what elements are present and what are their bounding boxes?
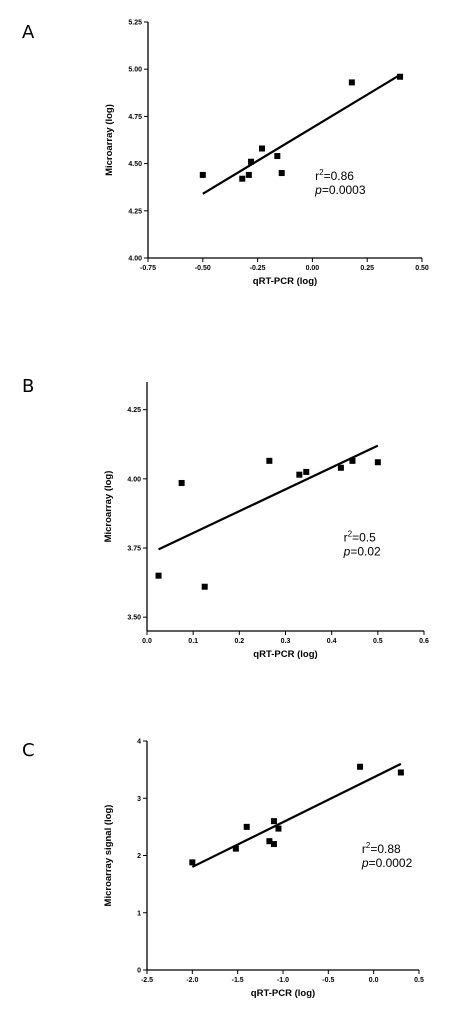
x-axis-title: qRT-PCR (log) — [253, 649, 317, 660]
x-axis-title: qRT-PCR (log) — [253, 276, 317, 287]
x-tick-label: 0.4 — [327, 638, 337, 645]
data-point — [349, 457, 356, 464]
data-point — [275, 825, 282, 832]
data-point — [374, 459, 381, 466]
x-tick-label: 0.6 — [419, 638, 429, 645]
r-squared-label: r2=0.5 — [344, 529, 376, 544]
data-point — [178, 479, 185, 486]
data-point — [232, 845, 239, 852]
x-tick-label: 0.00 — [306, 265, 320, 272]
p-value-label: p=0.0002 — [361, 856, 413, 870]
data-point — [201, 583, 208, 590]
x-tick-label: 0.5 — [373, 638, 383, 645]
y-tick-label: 4.25 — [128, 208, 142, 215]
data-point — [270, 841, 277, 848]
regression-line — [158, 444, 379, 551]
panel-letter-b: B — [22, 376, 35, 397]
r-squared-label: r2=0.86 — [315, 168, 354, 183]
y-tick-label: 4.75 — [128, 114, 142, 121]
y-tick-label: 2 — [137, 853, 141, 860]
x-tick-label: -0.5 — [322, 977, 334, 984]
data-point — [155, 572, 162, 579]
y-axis-title: Microarray signal (log) — [103, 805, 114, 907]
x-tick-label: 0.0 — [369, 977, 379, 984]
data-point — [397, 73, 404, 80]
data-point — [189, 859, 196, 866]
y-tick-label: 4.00 — [128, 256, 142, 263]
y-tick-label: 3.75 — [127, 546, 141, 553]
panel-letter-c: C — [22, 740, 35, 761]
regression-line — [202, 73, 401, 195]
x-tick-label: 0.1 — [188, 638, 198, 645]
data-point — [239, 175, 246, 182]
data-point — [274, 153, 281, 160]
data-point — [266, 838, 273, 845]
x-tick-label: 0.2 — [234, 638, 244, 645]
y-axis-title: Microarray (log) — [103, 471, 114, 543]
scatter-chart-a: -0.75 -0.50 -0.25 0.00 0.25 0.50 4.00 4.25 4.50 4… — [104, 20, 429, 288]
data-point — [258, 145, 265, 152]
data-point — [248, 158, 255, 165]
x-tick-label: -1.5 — [232, 977, 244, 984]
y-tick-label: 5.25 — [128, 20, 142, 27]
x-tick-label: -0.75 — [140, 265, 156, 272]
x-tick-label: -0.25 — [250, 265, 266, 272]
y-tick-label: 1 — [137, 910, 141, 917]
x-tick-label: -1.0 — [277, 977, 289, 984]
panel-letter-a: A — [22, 22, 35, 43]
y-tick-label: 3 — [137, 796, 141, 803]
y-tick-label: 0 — [137, 968, 141, 975]
x-axis-title: qRT-PCR (log) — [251, 988, 315, 999]
data-point — [243, 823, 250, 830]
data-point — [245, 171, 252, 178]
data-point — [270, 818, 277, 825]
x-tick-label: 0.5 — [414, 977, 424, 984]
x-tick-label: -0.50 — [195, 265, 211, 272]
data-point — [278, 170, 285, 177]
y-tick-label: 4 — [137, 739, 141, 746]
x-tick-label: 0.3 — [281, 638, 291, 645]
y-tick-label: 5.00 — [128, 67, 142, 74]
r-squared-label: r2=0.88 — [362, 841, 401, 856]
data-point — [266, 457, 273, 464]
x-tick-label: 0.50 — [415, 265, 429, 272]
data-point — [296, 471, 303, 478]
data-point — [397, 769, 404, 776]
x-tick-label: 0.25 — [360, 265, 374, 272]
y-tick-label: 4.00 — [127, 476, 141, 483]
data-point — [348, 79, 355, 86]
data-point — [337, 464, 344, 471]
data-point — [357, 763, 364, 770]
data-point — [199, 171, 206, 178]
y-tick-label: 3.50 — [127, 615, 141, 622]
y-tick-label: 4.50 — [128, 161, 142, 168]
x-tick-label: -2.5 — [141, 977, 153, 984]
x-tick-label: -2.0 — [186, 977, 198, 984]
regression-line — [191, 762, 402, 868]
scatter-chart-b: 0.0 0.1 0.2 0.3 0.4 0.5 0.6 3.50 3.75 4.00 4.25 qRT… — [103, 382, 429, 660]
p-value-label: p=0.02 — [343, 544, 381, 558]
y-tick-label: 4.25 — [127, 407, 141, 414]
x-tick-label: 0.0 — [142, 638, 152, 645]
p-value-label: p=0.0003 — [314, 183, 366, 197]
data-point — [303, 468, 310, 475]
y-axis-title: Microarray (log) — [104, 104, 115, 176]
